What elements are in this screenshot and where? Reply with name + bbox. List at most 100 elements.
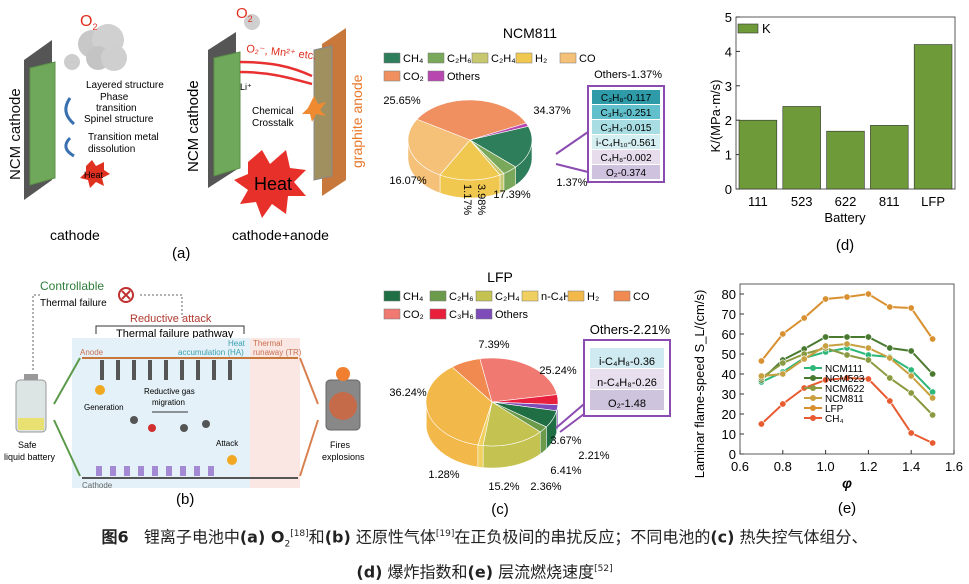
- bar-523: [783, 106, 821, 189]
- panel-c-label: (c): [491, 501, 509, 518]
- y-tick-label: 3: [725, 79, 732, 94]
- figure-number: 图6: [101, 527, 128, 546]
- caption-text: 层流燃烧速度: [493, 562, 594, 581]
- panel-a-label: (a): [172, 245, 190, 262]
- failure-arrow-icon: [300, 358, 318, 476]
- legend-swatch: [430, 309, 446, 319]
- x-tick-label: 0.6: [731, 459, 749, 474]
- cathode-particles: [96, 466, 214, 476]
- reductive-attack-label: Reductive attack: [130, 313, 212, 325]
- data-point: [908, 430, 914, 436]
- slice-label: 34.37%: [533, 105, 571, 117]
- legend-label: Others: [447, 71, 481, 83]
- line-x-axis-label: φ: [842, 475, 852, 491]
- data-point: [908, 373, 914, 379]
- figure-caption: 图6 锂离子电池中(a) O2[18]和(b) 还原性气体[19]在正负极间的串…: [0, 522, 969, 584]
- slice-label: 7.39%: [478, 339, 509, 351]
- x-tick-label: 0.8: [774, 459, 792, 474]
- y-tick-label: 4: [725, 44, 732, 59]
- legend-label: CO₂: [403, 71, 424, 83]
- runaway-label: runaway (TR): [253, 348, 302, 357]
- y-tick-label: 40: [722, 367, 736, 382]
- legend-label: H₂: [587, 291, 599, 303]
- caption-ref: [19]: [436, 529, 454, 539]
- data-point: [865, 291, 871, 297]
- cathode-anode-caption: cathode+anode: [232, 227, 329, 243]
- cathode-label: Cathode: [82, 481, 113, 490]
- o2-label: O2: [80, 13, 97, 32]
- y-tick-label: 20: [722, 407, 736, 422]
- data-point: [844, 294, 850, 300]
- line-y-axis-label: Laminar flame-speed S_L/(cm/s): [692, 290, 707, 479]
- y-tick-label: 1: [725, 148, 732, 163]
- phase-label: Phase: [100, 92, 129, 103]
- legend-swatch: [560, 53, 576, 63]
- lfp-title: LFP: [487, 269, 513, 285]
- x-tick-label: LFP: [921, 194, 945, 209]
- anode-label: Anode: [80, 348, 104, 357]
- data-point: [887, 345, 893, 351]
- legend-marker: [810, 385, 816, 391]
- legend-swatch: [430, 291, 446, 301]
- cathode-plate: [30, 62, 55, 185]
- legend-marker: [810, 395, 816, 401]
- reductive-gas-label: Reductive gas: [144, 387, 195, 396]
- cathode-only-diagram: NCM cathode O2 Layered structure Phase t…: [7, 13, 164, 243]
- data-point: [887, 304, 893, 310]
- gas-molecule-icon: [180, 424, 188, 432]
- chemical-label: Chemical: [252, 106, 294, 117]
- data-point: [887, 375, 893, 381]
- heat-accumulation-zone: [72, 338, 250, 488]
- data-point: [822, 296, 828, 302]
- legend-swatch: [472, 53, 488, 63]
- legend-swatch: [516, 53, 532, 63]
- x-tick-label: 111: [748, 194, 768, 209]
- others-row-label: C₄H₈-0.002: [600, 153, 651, 164]
- data-point: [908, 367, 914, 373]
- exploding-battery-icon: [326, 367, 360, 430]
- data-point: [780, 401, 786, 407]
- fires-label: Fires: [330, 440, 350, 450]
- others-row-label: O₂-0.374: [606, 168, 646, 179]
- panel-b-label: (b): [176, 491, 194, 508]
- dissolution-arrow-icon: [66, 138, 74, 156]
- y-tick-label: 30: [722, 387, 736, 402]
- transition-arrow-icon: [66, 98, 74, 124]
- x-tick-label: 622: [835, 194, 857, 209]
- y-tick-label: 50: [722, 347, 736, 362]
- controllable-label: Controllable: [40, 279, 104, 293]
- legend-label: CH₄: [825, 414, 844, 425]
- legend-swatch: [384, 309, 400, 319]
- caption-a-sub: 2: [284, 540, 290, 550]
- legend-swatch: [384, 71, 400, 81]
- dissolution-label: dissolution: [88, 144, 135, 155]
- bar-111: [739, 120, 777, 189]
- others-row-label: i-C₄H₁₀-0.561: [596, 138, 656, 149]
- legend-swatch: [428, 53, 444, 63]
- others-row-label: C₃H₆-0.251: [601, 108, 652, 119]
- lfp-others-title: Others-2.21%: [590, 322, 671, 337]
- x-tick-label: 1.6: [945, 459, 963, 474]
- legend-label: C₂H₆: [449, 291, 474, 303]
- legend-marker: [810, 375, 816, 381]
- caption-e: (e): [468, 562, 493, 581]
- slice-label: 15.2%: [488, 481, 519, 493]
- slice-label: 3.67%: [550, 435, 581, 447]
- data-point: [887, 355, 893, 361]
- caption-ref: [18]: [290, 529, 308, 539]
- panel-b-illustration: Controllable Thermal failure Reductive a…: [0, 270, 370, 520]
- transition-metal-label: Transition metal: [88, 132, 159, 143]
- electron-icon: [227, 455, 237, 465]
- slice-label: 1.37%: [556, 177, 587, 189]
- migration-label: migration: [152, 398, 185, 407]
- ncm811-others-breakdown: C₃H₈-0.117C₃H₆-0.251C₃H₄-0.015i-C₄H₁₀-0.…: [592, 90, 660, 179]
- legend-label: C₂H₄: [495, 291, 520, 303]
- others-row-label: C₃H₄-0.015: [601, 123, 652, 134]
- li-ion-label: Li⁺: [240, 82, 252, 92]
- bar-y-axis-label: K/(MPa·m/s): [708, 80, 723, 153]
- legend-marker: [810, 365, 816, 371]
